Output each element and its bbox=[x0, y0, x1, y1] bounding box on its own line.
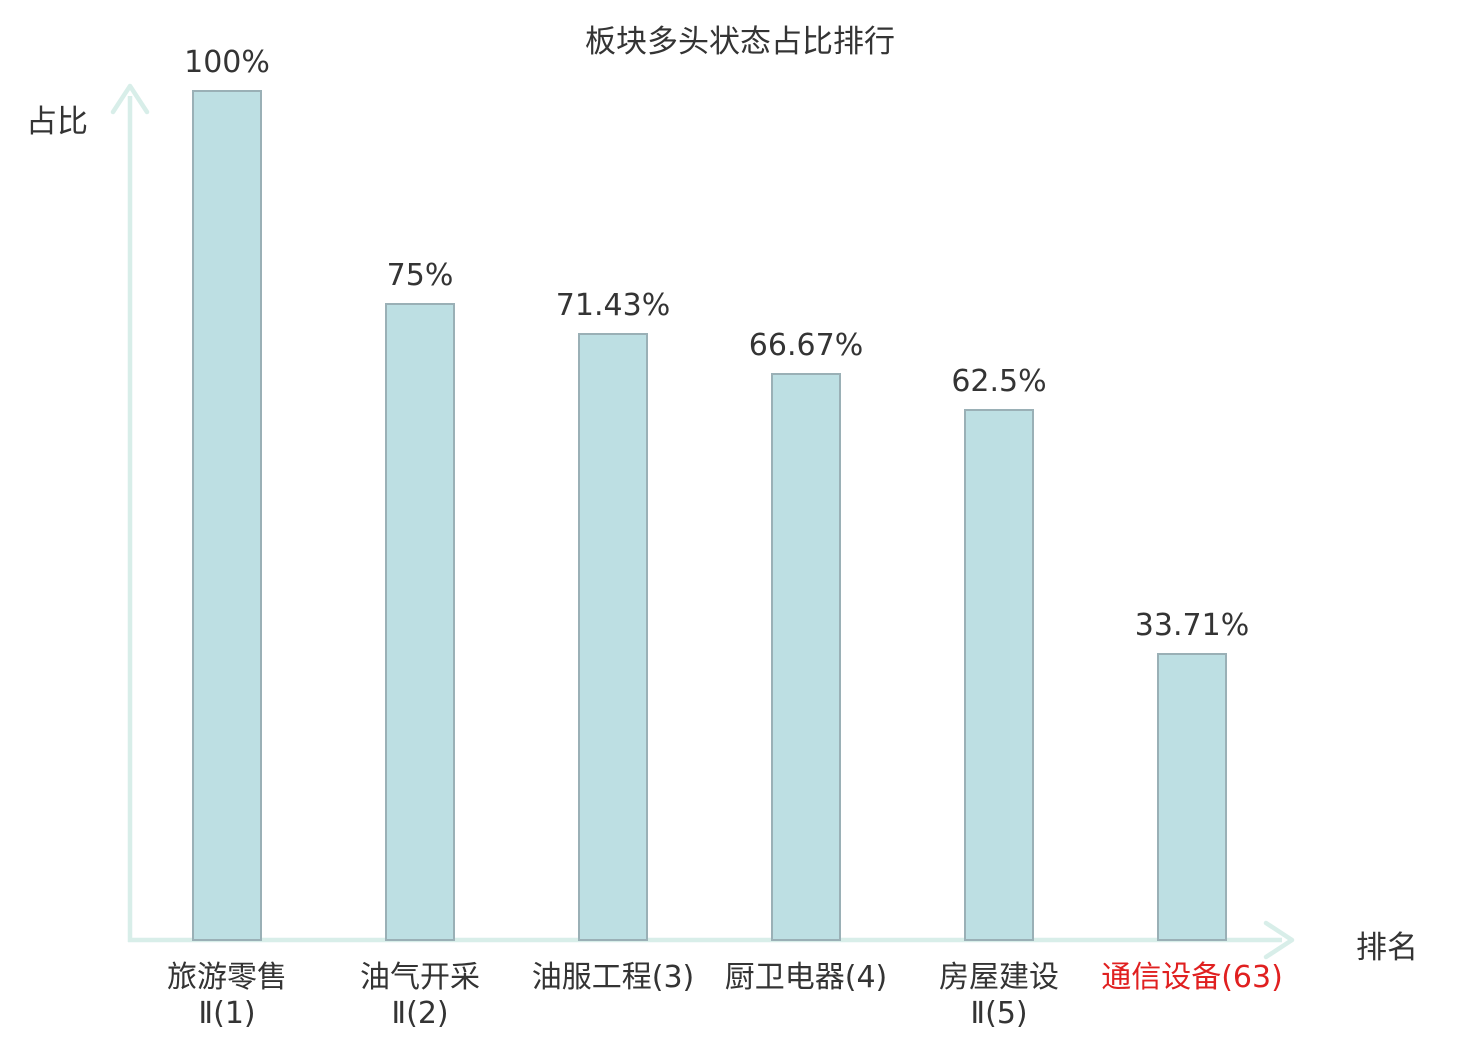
bar-category-label: 通信设备(63) bbox=[1101, 960, 1283, 995]
bar bbox=[771, 373, 841, 941]
bar-value-label: 75% bbox=[386, 257, 454, 293]
y-axis-label: 占比 bbox=[26, 104, 88, 140]
y-axis-arrow-icon bbox=[110, 83, 150, 115]
bar-category-label: 油气开采 Ⅱ(2) bbox=[360, 960, 480, 1031]
x-axis-label: 排名 bbox=[1356, 930, 1418, 966]
bar-category-label: 厨卫电器(4) bbox=[724, 960, 888, 995]
bar-value-label: 71.43% bbox=[555, 287, 671, 323]
bar bbox=[192, 90, 262, 941]
bar bbox=[578, 332, 648, 941]
chart-title: 板块多头状态占比排行 bbox=[585, 24, 895, 60]
bar-category-label: 旅游零售 Ⅱ(1) bbox=[167, 960, 287, 1031]
bar-category-label: 房屋建设 Ⅱ(5) bbox=[939, 960, 1059, 1031]
bar-value-label: 66.67% bbox=[748, 328, 864, 364]
bar bbox=[385, 302, 455, 941]
bar-value-label: 33.71% bbox=[1134, 608, 1250, 644]
x-axis-arrow-icon bbox=[1263, 920, 1295, 960]
bar-value-label: 62.5% bbox=[951, 363, 1047, 399]
bar-value-label: 100% bbox=[184, 45, 270, 80]
bar bbox=[1157, 653, 1227, 941]
bar bbox=[964, 408, 1034, 941]
bar-category-label: 油服工程(3) bbox=[531, 960, 695, 995]
